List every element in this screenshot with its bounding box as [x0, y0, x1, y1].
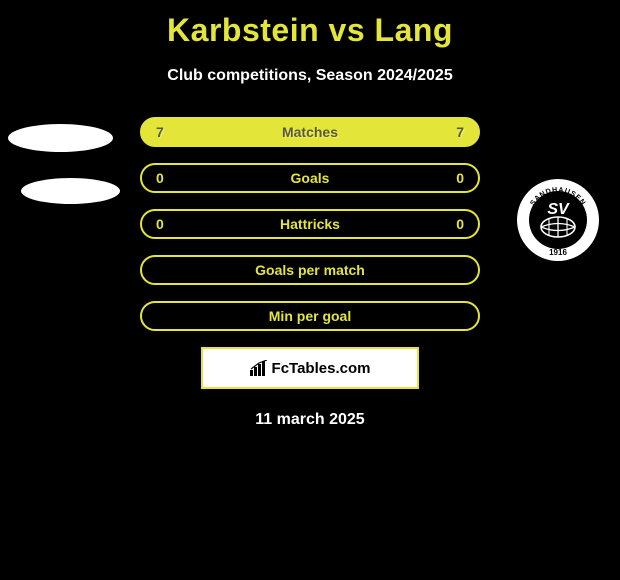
stat-row-min-per-goal: Min per goal — [140, 301, 480, 331]
stat-label: Matches — [282, 124, 338, 140]
stat-left-value: 0 — [156, 170, 164, 186]
stat-right-value: 7 — [456, 124, 464, 140]
stats-block: 7 Matches 7 0 Goals 0 0 Hattricks 0 Goal… — [0, 117, 620, 331]
fctables-icon — [250, 360, 270, 376]
stat-row-hattricks: 0 Hattricks 0 — [140, 209, 480, 239]
page-title: Karbstein vs Lang — [0, 0, 620, 49]
stat-label: Hattricks — [280, 216, 340, 232]
stat-row-goals-per-match: Goals per match — [140, 255, 480, 285]
footer-brand-box: FcTables.com — [201, 347, 419, 389]
date: 11 march 2025 — [0, 389, 620, 429]
stat-left-value: 0 — [156, 216, 164, 232]
stat-row-goals: 0 Goals 0 — [140, 163, 480, 193]
stat-label: Goals — [291, 170, 330, 186]
fctables-text: FcTables.com — [272, 360, 371, 377]
stat-row-matches: 7 Matches 7 — [140, 117, 480, 147]
stat-label: Min per goal — [269, 308, 351, 324]
stat-label: Goals per match — [255, 262, 365, 278]
stat-right-value: 0 — [456, 170, 464, 186]
subtitle: Club competitions, Season 2024/2025 — [0, 49, 620, 85]
fctables-brand: FcTables.com — [250, 360, 371, 377]
stat-left-value: 7 — [156, 124, 164, 140]
stat-right-value: 0 — [456, 216, 464, 232]
